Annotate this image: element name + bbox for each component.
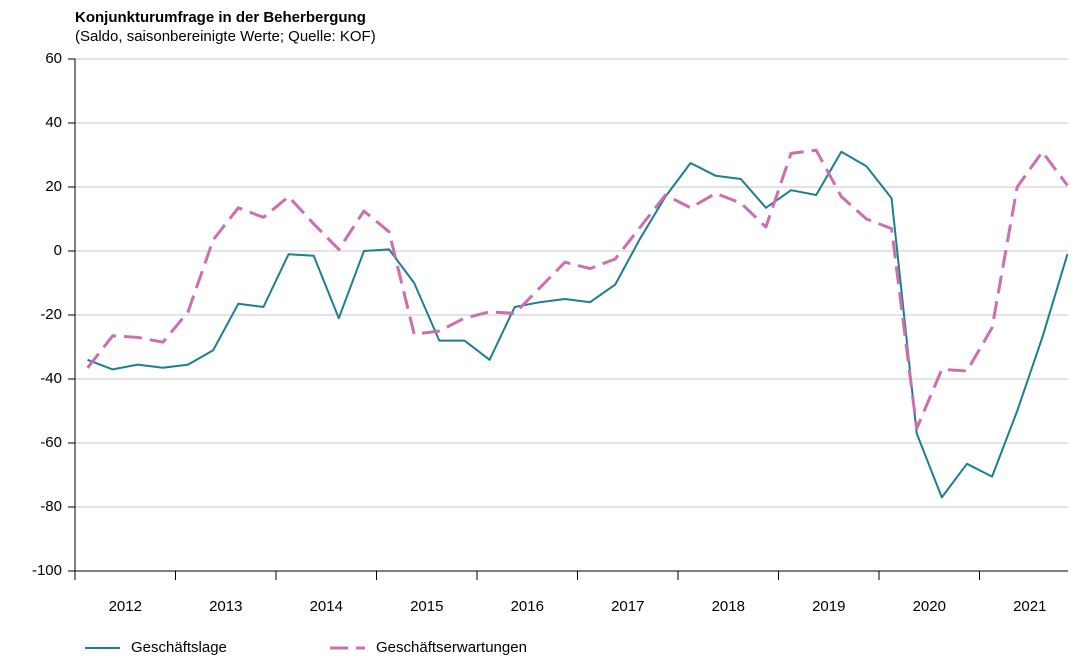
chart-subtitle: (Saldo, saisonbereinigte Werte; Quelle: … — [75, 28, 376, 45]
x-tick-label: 2018 — [712, 598, 745, 615]
data-line — [87, 150, 1069, 499]
x-tick-label: 2016 — [511, 598, 544, 615]
y-tick-label: 60 — [45, 50, 62, 67]
y-tick-label: -20 — [40, 306, 62, 323]
x-tick-label: 2012 — [109, 598, 142, 615]
y-tick-label: 20 — [45, 178, 62, 195]
x-tick-label: 2020 — [913, 598, 946, 615]
x-tick-label: 2015 — [410, 598, 443, 615]
y-tick-label: -60 — [40, 434, 62, 451]
y-tick-label: 0 — [54, 242, 62, 259]
legend-label: Geschäftserwartungen — [376, 639, 527, 656]
chart-title: Konjunkturumfrage in der Beherbergung — [75, 9, 366, 26]
legend-label: Geschäftslage — [131, 639, 227, 656]
x-tick-label: 2021 — [1013, 598, 1046, 615]
x-tick-label: 2017 — [611, 598, 644, 615]
y-tick-label: -80 — [40, 498, 62, 515]
x-tick-label: 2013 — [209, 598, 242, 615]
y-tick-label: -100 — [32, 562, 62, 579]
x-tick-label: 2019 — [812, 598, 845, 615]
data-line — [86, 148, 1069, 431]
y-tick-label: 40 — [45, 114, 62, 131]
y-tick-label: -40 — [40, 370, 62, 387]
x-tick-label: 2014 — [310, 598, 343, 615]
